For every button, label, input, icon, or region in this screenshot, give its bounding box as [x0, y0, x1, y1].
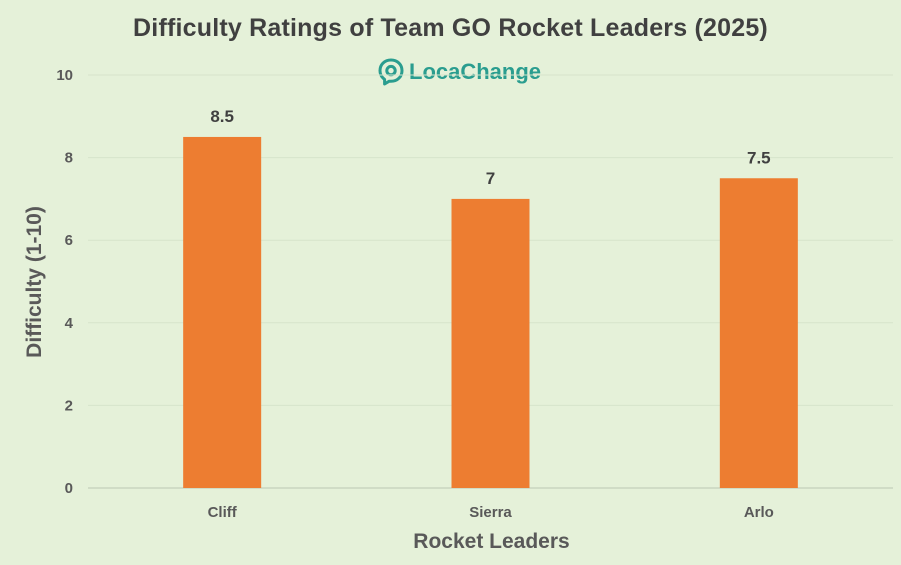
- y-tick-label: 8: [65, 150, 73, 167]
- bar-arlo: [719, 178, 798, 488]
- data-label: 7.5: [747, 148, 771, 167]
- y-tick-label: 0: [65, 480, 73, 497]
- data-label: 7: [486, 169, 495, 188]
- y-tick-label: 10: [56, 67, 73, 84]
- y-tick-label: 2: [65, 397, 73, 414]
- data-label: 8.5: [210, 107, 234, 126]
- chart-title: Difficulty Ratings of Team GO Rocket Lea…: [133, 14, 768, 42]
- bar-sierra: [451, 198, 530, 488]
- x-tick-label: Arlo: [744, 504, 774, 521]
- y-axis-title: Difficulty (1-10): [23, 206, 46, 358]
- y-tick-label: 4: [65, 315, 74, 332]
- bar-cliff: [183, 136, 262, 488]
- x-tick-label: Cliff: [208, 504, 238, 521]
- x-tick-label: Sierra: [469, 504, 512, 521]
- x-axis-title: Rocket Leaders: [413, 530, 570, 553]
- brand-name: LocaChange: [409, 59, 542, 84]
- y-tick-label: 6: [65, 232, 73, 249]
